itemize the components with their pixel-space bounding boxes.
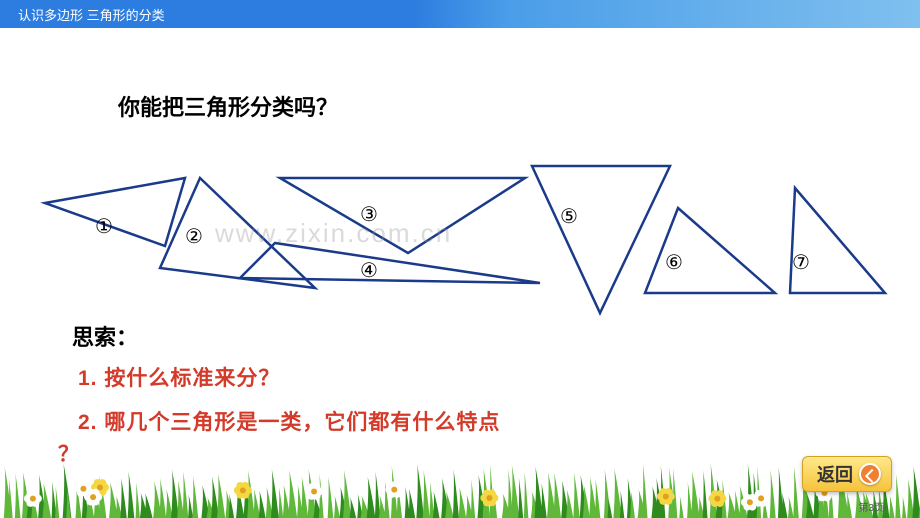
return-arrow-icon (859, 463, 881, 485)
return-label: 返回 (817, 461, 853, 487)
think-line-1: 1. 按什么标准来分？ (78, 362, 280, 392)
think-line-2b: ？ (58, 438, 79, 468)
header-bar: 认识多边形 三角形的分类 (0, 0, 920, 28)
triangle-label: ⑤ (560, 204, 578, 229)
return-button[interactable]: 返回 (802, 456, 892, 492)
question-text: 你能把三角形分类吗？ (118, 90, 338, 122)
triangle-label: ⑥ (665, 250, 683, 275)
slide-content: 你能把三角形分类吗？ ①②③④⑤⑥⑦ www.zixin.com.cn 思索： … (0, 28, 920, 518)
triangle-label: ③ (360, 202, 378, 227)
triangle-label: ② (185, 224, 203, 249)
triangle-label: ④ (360, 258, 378, 283)
think-line-2: 2. 哪几个三角形是一类，它们都有什么特点 (78, 406, 500, 436)
page-number: 第3页 (858, 499, 884, 514)
think-label: 思索： (72, 320, 138, 352)
triangles-diagram (30, 148, 900, 323)
grass-decoration (0, 448, 920, 518)
triangle-label: ① (95, 214, 113, 239)
header-title: 认识多边形 三角形的分类 (18, 5, 165, 24)
triangle-label: ⑦ (792, 250, 810, 275)
